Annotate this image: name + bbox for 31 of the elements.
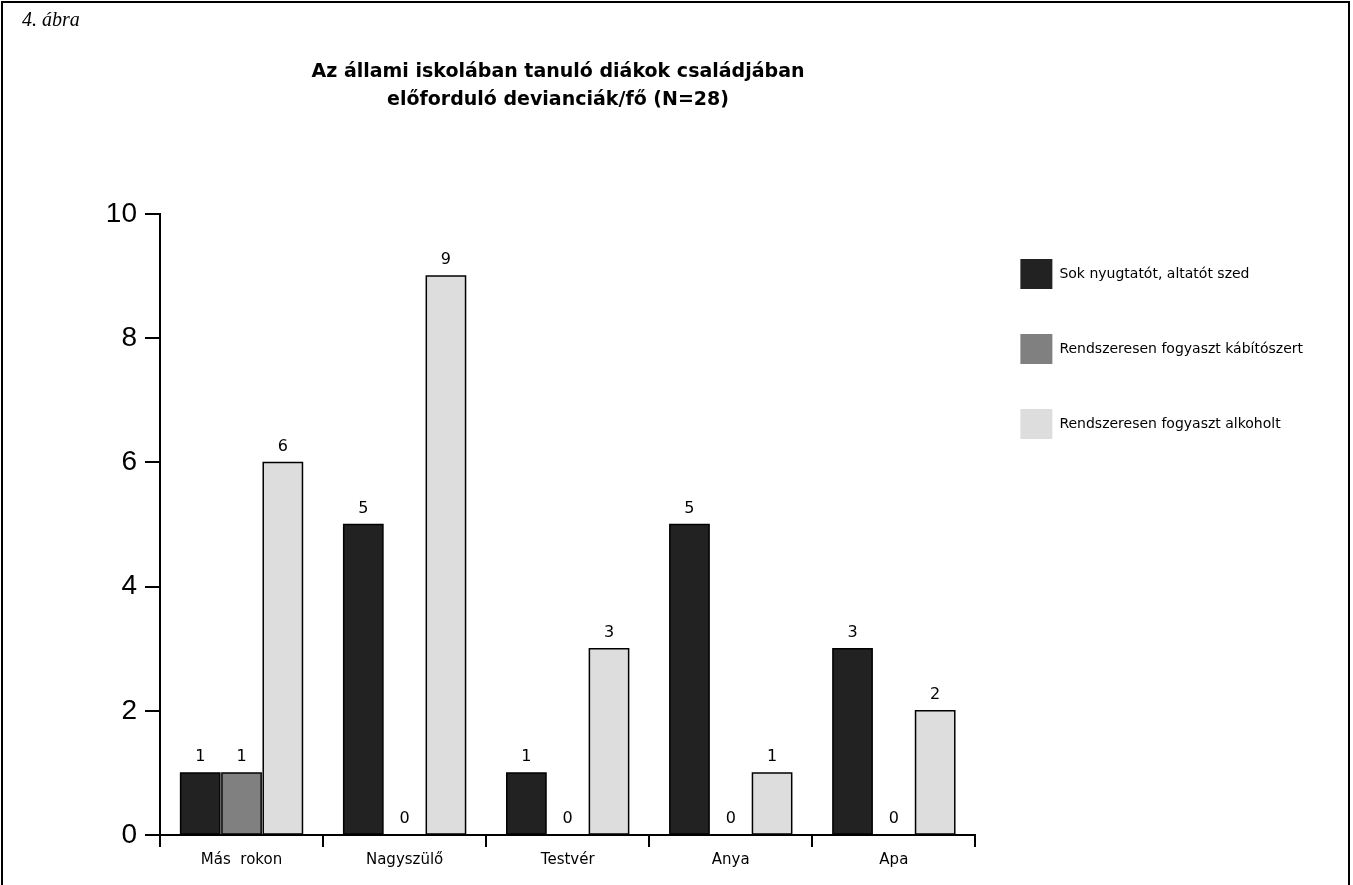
x-tick-label: Testvér <box>539 849 596 868</box>
data-label: 0 <box>562 808 573 828</box>
data-label: 0 <box>399 808 410 828</box>
data-label: 1 <box>766 746 778 766</box>
x-tick-label: Más rokon <box>200 849 283 868</box>
x-tick-label: Apa <box>879 849 909 868</box>
data-label: 3 <box>847 621 858 641</box>
y-tick-label: 10 <box>105 196 137 228</box>
x-tick-label: Nagyszülő <box>365 849 444 868</box>
chart-title: Az állami iskolában tanuló diákok családjában előforduló devianciák/fő (N=28) <box>310 58 806 111</box>
data-label: 1 <box>236 746 247 766</box>
y-tick-label: 0 <box>121 817 137 849</box>
legend-label: Rendszeresen fogyaszt kábítószert <box>1059 339 1304 356</box>
y-tick-label: 8 <box>121 320 137 352</box>
legend-label: Rendszeresen fogyaszt alkoholt <box>1059 414 1282 431</box>
data-label: 0 <box>725 808 736 828</box>
data-label: 2 <box>930 683 941 703</box>
data-label: 9 <box>440 249 452 269</box>
y-tick-label: 6 <box>121 445 137 477</box>
data-label: 5 <box>358 497 369 517</box>
data-label: 1 <box>195 746 206 766</box>
legend-label: Sok nyugtatót, altatót szed <box>1059 264 1250 281</box>
y-tick-label: 2 <box>121 693 137 725</box>
y-tick-label: 4 <box>121 569 137 601</box>
data-label: 6 <box>277 435 288 455</box>
data-label: 5 <box>684 497 695 517</box>
data-label: 1 <box>521 746 532 766</box>
data-label: 3 <box>603 621 615 641</box>
text: 4. ábra <box>22 8 80 31</box>
data-label: 0 <box>888 808 899 828</box>
x-tick-label: Anya <box>711 849 750 868</box>
